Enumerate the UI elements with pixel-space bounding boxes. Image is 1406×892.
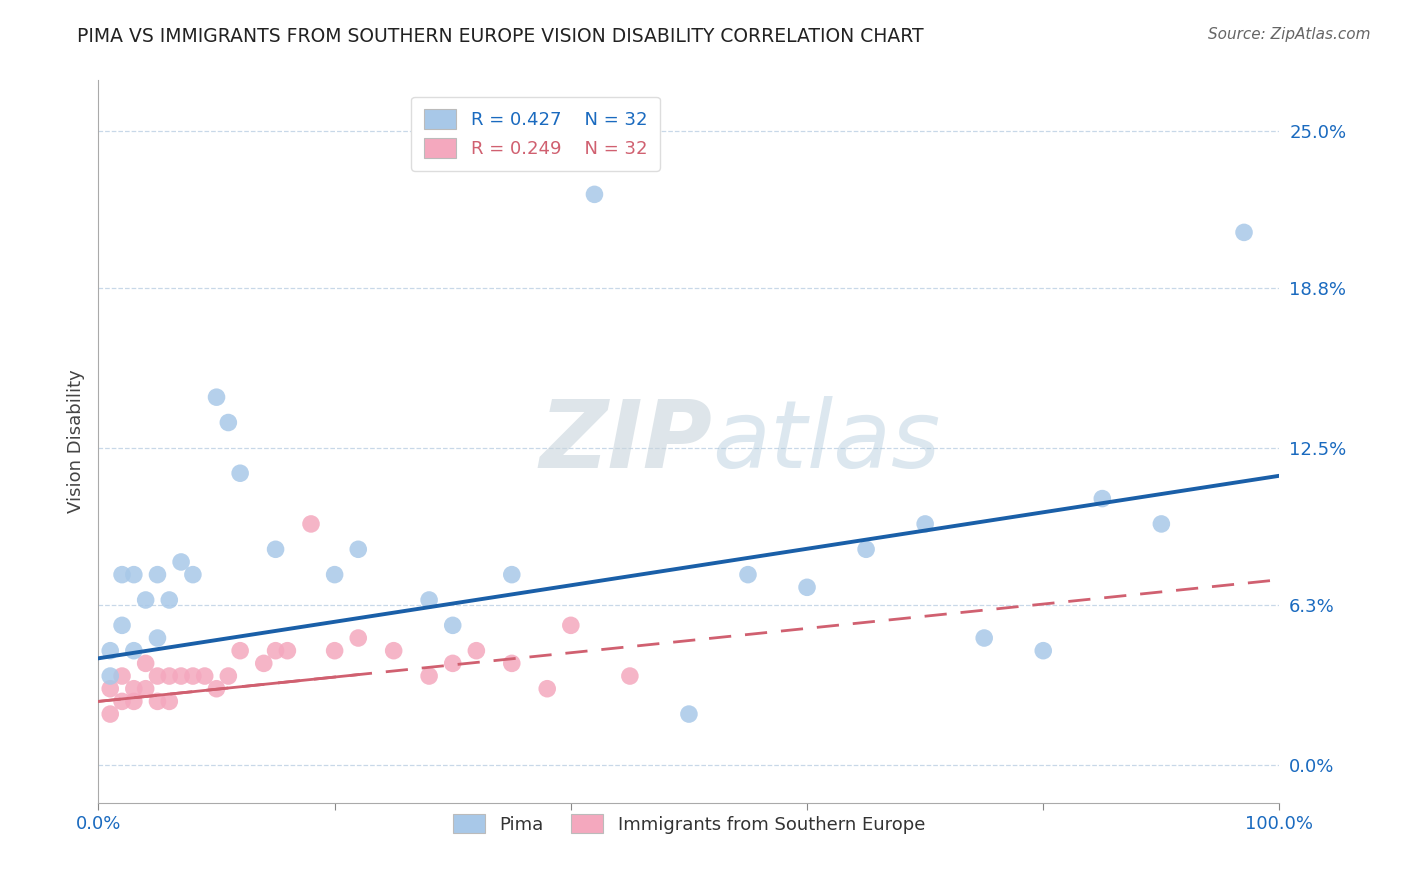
Point <box>501 657 523 671</box>
Point <box>855 542 877 557</box>
Point <box>122 567 145 582</box>
Point <box>170 555 193 569</box>
Point <box>181 567 204 582</box>
Point <box>560 618 582 632</box>
Point <box>135 681 157 696</box>
Point <box>1032 643 1054 657</box>
Point <box>170 669 193 683</box>
Point <box>501 567 523 582</box>
Point <box>737 567 759 582</box>
Text: ZIP: ZIP <box>540 395 713 488</box>
Point <box>796 580 818 594</box>
Point <box>111 618 134 632</box>
Point <box>146 631 169 645</box>
Point <box>217 416 239 430</box>
Point <box>98 681 121 696</box>
Point <box>276 643 298 657</box>
Point <box>122 681 145 696</box>
Point <box>299 516 322 531</box>
Point <box>914 516 936 531</box>
Point <box>973 631 995 645</box>
Point <box>122 643 145 657</box>
Point <box>157 593 180 607</box>
Point <box>323 567 346 582</box>
Point <box>264 643 287 657</box>
Text: atlas: atlas <box>713 396 941 487</box>
Point <box>418 593 440 607</box>
Point <box>382 643 405 657</box>
Point <box>98 643 121 657</box>
Point <box>157 669 180 683</box>
Point <box>1233 226 1256 240</box>
Point <box>465 643 488 657</box>
Point <box>619 669 641 683</box>
Text: Source: ZipAtlas.com: Source: ZipAtlas.com <box>1208 27 1371 42</box>
Point <box>217 669 239 683</box>
Point <box>146 567 169 582</box>
Point <box>347 542 370 557</box>
Point <box>181 669 204 683</box>
Point <box>678 707 700 722</box>
Point <box>135 657 157 671</box>
Point <box>323 643 346 657</box>
Point <box>418 669 440 683</box>
Point <box>205 681 228 696</box>
Point <box>347 631 370 645</box>
Legend: Pima, Immigrants from Southern Europe: Pima, Immigrants from Southern Europe <box>441 803 936 845</box>
Point <box>1091 491 1114 506</box>
Point <box>98 707 121 722</box>
Point <box>146 694 169 708</box>
Point <box>536 681 558 696</box>
Y-axis label: Vision Disability: Vision Disability <box>66 369 84 514</box>
Point <box>264 542 287 557</box>
Point <box>146 669 169 683</box>
Point <box>441 618 464 632</box>
Point <box>111 694 134 708</box>
Point <box>1150 516 1173 531</box>
Point <box>122 694 145 708</box>
Point <box>111 669 134 683</box>
Point <box>441 657 464 671</box>
Point <box>229 467 252 481</box>
Point <box>583 187 606 202</box>
Point <box>111 567 134 582</box>
Point <box>98 669 121 683</box>
Point <box>205 390 228 404</box>
Point <box>135 593 157 607</box>
Point <box>194 669 217 683</box>
Point <box>229 643 252 657</box>
Text: PIMA VS IMMIGRANTS FROM SOUTHERN EUROPE VISION DISABILITY CORRELATION CHART: PIMA VS IMMIGRANTS FROM SOUTHERN EUROPE … <box>77 27 924 45</box>
Point <box>253 657 276 671</box>
Point <box>157 694 180 708</box>
